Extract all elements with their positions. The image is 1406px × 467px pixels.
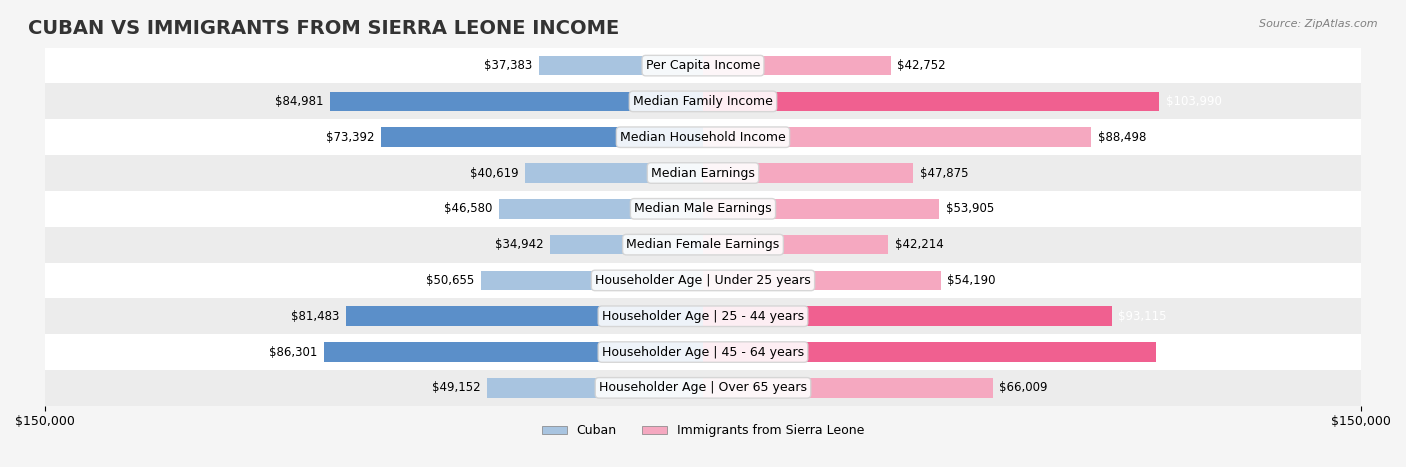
Bar xyxy=(45,298,1361,334)
Text: Per Capita Income: Per Capita Income xyxy=(645,59,761,72)
Bar xyxy=(45,155,1361,191)
Text: Householder Age | 25 - 44 years: Householder Age | 25 - 44 years xyxy=(602,310,804,323)
Text: Householder Age | Over 65 years: Householder Age | Over 65 years xyxy=(599,382,807,394)
Bar xyxy=(45,262,1361,298)
Bar xyxy=(703,92,1159,111)
Text: $88,498: $88,498 xyxy=(1098,131,1146,144)
Bar xyxy=(524,163,703,183)
Bar xyxy=(703,56,890,76)
Bar xyxy=(703,127,1091,147)
Bar xyxy=(703,235,889,255)
Text: $49,152: $49,152 xyxy=(432,382,481,394)
Text: $103,227: $103,227 xyxy=(1163,346,1219,359)
Text: $37,383: $37,383 xyxy=(484,59,533,72)
Text: CUBAN VS IMMIGRANTS FROM SIERRA LEONE INCOME: CUBAN VS IMMIGRANTS FROM SIERRA LEONE IN… xyxy=(28,19,620,38)
Text: $42,752: $42,752 xyxy=(897,59,946,72)
Text: Median Female Earnings: Median Female Earnings xyxy=(627,238,779,251)
Bar xyxy=(538,56,703,76)
Bar xyxy=(45,334,1361,370)
Text: $81,483: $81,483 xyxy=(291,310,339,323)
Text: $73,392: $73,392 xyxy=(326,131,374,144)
Text: $54,190: $54,190 xyxy=(948,274,995,287)
Bar xyxy=(703,270,941,290)
Bar xyxy=(703,378,993,398)
Bar xyxy=(703,306,1112,326)
Text: $103,990: $103,990 xyxy=(1166,95,1222,108)
Text: $50,655: $50,655 xyxy=(426,274,474,287)
Text: $47,875: $47,875 xyxy=(920,167,969,179)
Bar xyxy=(703,163,912,183)
Bar xyxy=(45,48,1361,84)
Text: Median Family Income: Median Family Income xyxy=(633,95,773,108)
Text: $42,214: $42,214 xyxy=(894,238,943,251)
Text: Median Earnings: Median Earnings xyxy=(651,167,755,179)
Bar xyxy=(45,119,1361,155)
Legend: Cuban, Immigrants from Sierra Leone: Cuban, Immigrants from Sierra Leone xyxy=(537,419,869,442)
Text: $53,905: $53,905 xyxy=(946,202,994,215)
Bar xyxy=(481,270,703,290)
Text: $84,981: $84,981 xyxy=(276,95,323,108)
Bar xyxy=(325,342,703,362)
Bar xyxy=(330,92,703,111)
Bar xyxy=(346,306,703,326)
Text: $93,115: $93,115 xyxy=(1118,310,1167,323)
Bar xyxy=(488,378,703,398)
Text: $86,301: $86,301 xyxy=(270,346,318,359)
Bar xyxy=(550,235,703,255)
Text: Median Household Income: Median Household Income xyxy=(620,131,786,144)
Bar xyxy=(381,127,703,147)
Bar xyxy=(45,370,1361,406)
Bar xyxy=(499,199,703,219)
Text: Source: ZipAtlas.com: Source: ZipAtlas.com xyxy=(1260,19,1378,28)
Bar xyxy=(45,84,1361,119)
Bar xyxy=(703,199,939,219)
Text: Median Male Earnings: Median Male Earnings xyxy=(634,202,772,215)
Bar xyxy=(703,342,1156,362)
Bar xyxy=(45,191,1361,226)
Text: $66,009: $66,009 xyxy=(1000,382,1047,394)
Bar xyxy=(45,226,1361,262)
Text: $40,619: $40,619 xyxy=(470,167,519,179)
Text: Householder Age | Under 25 years: Householder Age | Under 25 years xyxy=(595,274,811,287)
Text: $34,942: $34,942 xyxy=(495,238,543,251)
Text: Householder Age | 45 - 64 years: Householder Age | 45 - 64 years xyxy=(602,346,804,359)
Text: $46,580: $46,580 xyxy=(444,202,492,215)
